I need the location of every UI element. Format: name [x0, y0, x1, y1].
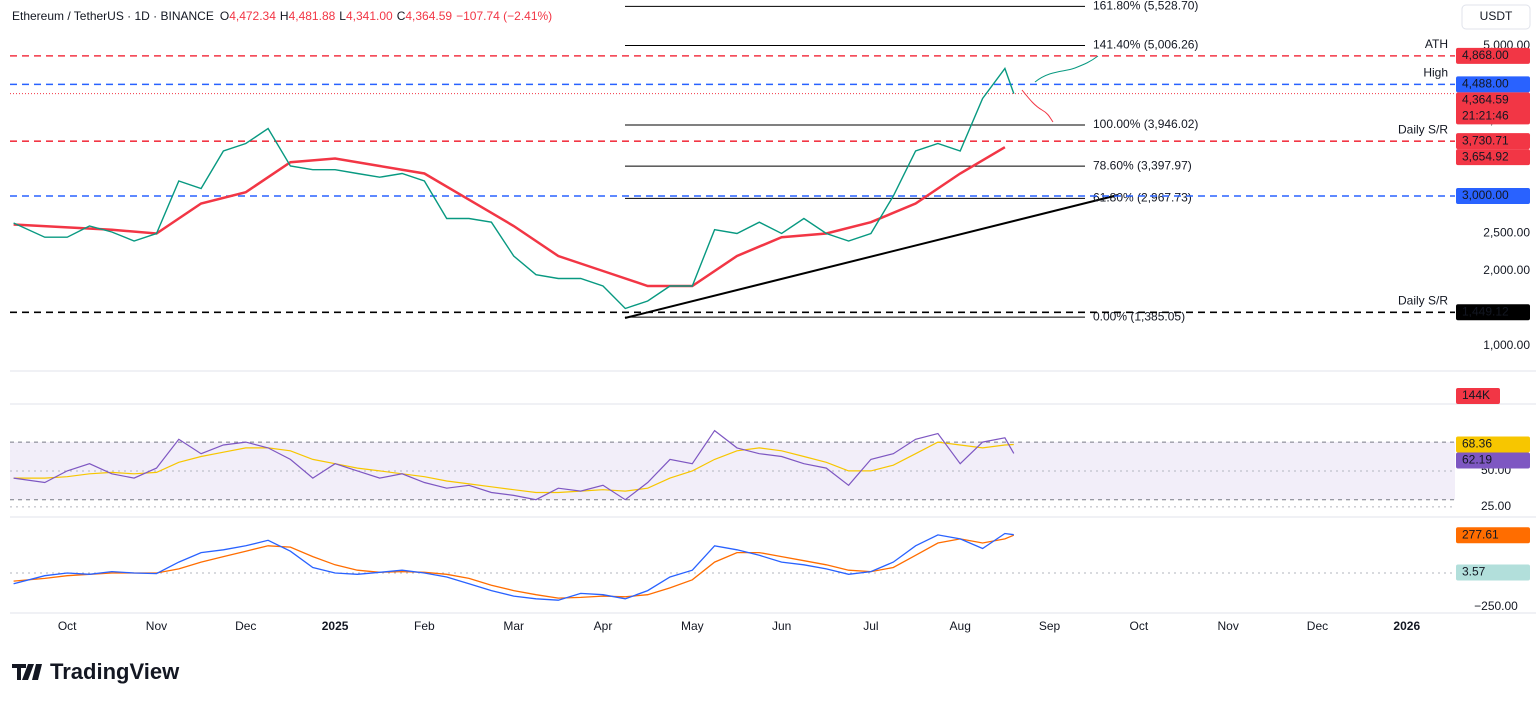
x-tick-label: Jun	[772, 619, 791, 633]
axis-tag-label: 3,730.71	[1462, 133, 1509, 147]
header: Ethereum / TetherUS · 1D · BINANCE O4,472…	[12, 9, 552, 23]
x-tick-label: Nov	[146, 619, 167, 633]
axis-tag-label: 3,000.00	[1462, 188, 1509, 202]
symbol: Ethereum / TetherUS · 1D · BINANCE	[12, 9, 214, 23]
fib-label: 100.00% (3,946.02)	[1093, 117, 1198, 131]
level-label: ATH	[1425, 37, 1448, 51]
x-tick-label: Dec	[1307, 619, 1328, 633]
axis-tag-label: 62.19	[1462, 453, 1492, 467]
x-tick-label: Jul	[863, 619, 878, 633]
axis-tag	[1456, 187, 1530, 204]
x-tick-label: Dec	[235, 619, 256, 633]
ohlc-value: 4,341.00	[346, 9, 393, 23]
axis-tag	[1456, 47, 1530, 64]
axis-tag	[1456, 564, 1530, 581]
volume-tag: 144K	[1462, 388, 1490, 402]
axis-tag	[1456, 527, 1530, 544]
fib-label: 61.80% (2,967.73)	[1093, 191, 1192, 205]
brand-logo	[12, 664, 42, 680]
axis-tag	[1456, 388, 1500, 404]
rsi	[13, 429, 1015, 501]
x-tick-label: May	[681, 619, 704, 633]
rsi-ma	[13, 441, 1014, 494]
x-tick-label: Mar	[503, 619, 524, 633]
x-tick-label: Nov	[1217, 619, 1238, 633]
macd	[13, 532, 1014, 601]
x-tick-label: 2026	[1393, 619, 1420, 633]
brand: TradingView	[50, 659, 180, 684]
axis-tag-label: 3.57	[1462, 565, 1486, 579]
ohlc-label: O	[220, 9, 229, 23]
x-tick-label: Sep	[1039, 619, 1061, 633]
price-line-series	[13, 67, 1015, 310]
x-tick-label: Oct	[58, 619, 77, 633]
fib-label: 141.40% (5,006.26)	[1093, 38, 1198, 52]
y-tick-label: −250.00	[1474, 599, 1518, 613]
x-tick-label: Feb	[414, 619, 435, 633]
level-label: Daily S/R	[1398, 293, 1448, 307]
x-tick-label: Apr	[594, 619, 613, 633]
axis-tag-label: 3,654.92	[1462, 149, 1509, 163]
ohlc-label: C	[397, 9, 406, 23]
fib-label: 78.60% (3,397.97)	[1093, 158, 1192, 172]
currency[interactable]: USDT	[1480, 9, 1513, 23]
x-tick-label: 2025	[322, 619, 349, 633]
fib-label: 161.80% (5,528.70)	[1093, 0, 1198, 12]
level-label: Daily S/R	[1398, 122, 1448, 136]
axis-tag	[1456, 92, 1530, 125]
axis-tag	[1456, 436, 1530, 453]
axis-tag-label: 4,488.00	[1462, 77, 1509, 91]
macd-signal	[13, 534, 1015, 599]
y-tick-label: 1,000.00	[1483, 338, 1530, 352]
y-tick-label: 25.00	[1481, 499, 1511, 513]
ohlc-value: 4,364.59	[405, 9, 452, 23]
x-tick-label: Aug	[950, 619, 971, 633]
ohlc-label: L	[339, 9, 346, 23]
trendline	[624, 194, 1119, 319]
ohlc-value: 4,481.88	[289, 9, 336, 23]
y-tick-label: 2,500.00	[1483, 226, 1530, 240]
fib-label: 0.00% (1,385.05)	[1093, 309, 1185, 323]
ohlc-value: 4,472.34	[229, 9, 276, 23]
level-label: High	[1423, 66, 1448, 80]
axis-tag-label: 68.36	[1462, 437, 1492, 451]
projection-up	[1034, 55, 1099, 83]
x-tick-label: Oct	[1130, 619, 1149, 633]
ohlc-label: H	[280, 9, 289, 23]
moving-average	[13, 146, 1006, 288]
axis-tag	[1456, 452, 1530, 469]
axis-tag	[1456, 76, 1530, 93]
ohlc-change: −107.74 (−2.41%)	[456, 9, 552, 23]
countdown: 21:21:46	[1462, 109, 1509, 123]
y-tick-label: 2,000.00	[1483, 263, 1530, 277]
axis-tag	[1456, 149, 1530, 166]
axis-tag	[1456, 304, 1530, 321]
projection-down	[1021, 89, 1054, 123]
axis-tag	[1456, 133, 1530, 150]
axis-tag-label: 1,449.12	[1462, 304, 1509, 318]
axis-tag-label: 277.61	[1462, 527, 1499, 541]
currency-button[interactable]	[1461, 4, 1531, 30]
axis-tag-label: 4,364.59	[1462, 93, 1509, 107]
axis-tag-label: 4,868.00	[1462, 48, 1509, 62]
